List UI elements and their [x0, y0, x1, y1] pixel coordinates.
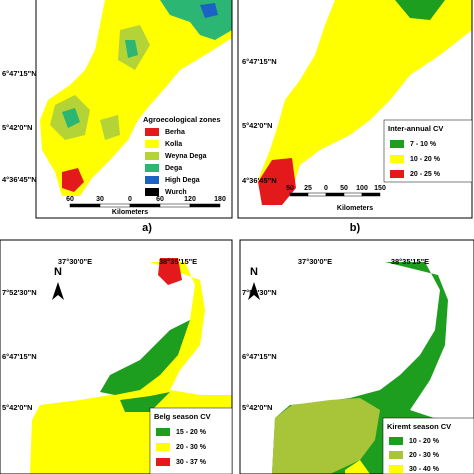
legend-label: 20 - 30 %	[409, 452, 440, 459]
legend-swatch	[390, 155, 404, 163]
scale-label: 50	[286, 185, 294, 192]
legend-label: Berha	[165, 129, 185, 136]
lat-label: 4°36'45"N	[242, 176, 277, 185]
scale-bar	[159, 203, 191, 208]
lon-label: 38°35'15"E	[391, 257, 429, 266]
north-arrow	[248, 282, 260, 300]
lat-label: 5°42'0"N	[242, 121, 272, 130]
lon-label: 38°35'15"E	[159, 257, 197, 266]
scale-label: 180	[214, 196, 226, 203]
scale-label: 50	[340, 185, 348, 192]
lon-label: 37°30'0"E	[298, 257, 332, 266]
lat-label: 4°36'45"N	[2, 175, 37, 184]
map-b	[258, 0, 472, 205]
lat-label: 6°47'15"N	[2, 352, 37, 361]
legend-label: Wurch	[165, 189, 187, 196]
scale-bar	[99, 203, 131, 208]
scale-unit: Kilometers	[112, 209, 148, 216]
legend-title: Belg season CV	[154, 412, 211, 421]
scale-label: 30	[96, 196, 104, 203]
legend-swatch	[389, 465, 403, 473]
legend-label: 30 - 37 %	[176, 459, 207, 466]
map-a	[40, 0, 232, 196]
legend-label: 7 - 10 %	[410, 141, 437, 148]
lat-label: 6°47'15"N	[242, 57, 277, 66]
legend-label: 10 - 20 %	[409, 438, 440, 445]
scale-bar	[307, 192, 327, 197]
legend-title: Agroecological zones	[143, 115, 221, 124]
frame	[35, 0, 233, 219]
scale-label: 120	[184, 196, 196, 203]
caption: a)	[142, 222, 152, 234]
scale-label: 0	[128, 196, 132, 203]
legend-swatch	[389, 437, 403, 445]
frame	[237, 0, 473, 219]
legend-swatch	[145, 188, 159, 196]
north-label: N	[250, 266, 258, 278]
legend-swatch	[156, 428, 170, 436]
legend-label: 15 - 20 %	[176, 429, 207, 436]
legend-swatch	[390, 170, 404, 178]
legend-swatch	[145, 140, 159, 148]
scale-bar	[325, 192, 345, 197]
legend-swatch	[145, 128, 159, 136]
legend-box	[149, 407, 233, 474]
scale-label: 60	[156, 196, 164, 203]
scale-label: 25	[304, 185, 312, 192]
caption: b)	[350, 222, 361, 234]
legend-label: Dega	[165, 165, 182, 172]
scale-label: 100	[356, 185, 368, 192]
legend-label: Weyna Dega	[165, 153, 207, 160]
legend-label: Kolla	[165, 141, 182, 148]
lat-label: 6°47'15"N	[242, 352, 277, 361]
frame	[0, 239, 233, 474]
legend-swatch	[145, 164, 159, 172]
legend-swatch	[145, 152, 159, 160]
lat-label: 6°47'15"N	[2, 69, 37, 78]
frame	[239, 239, 474, 474]
scale-label: 0	[324, 185, 328, 192]
scale-bar	[129, 203, 161, 208]
legend-swatch	[156, 458, 170, 466]
legend-label: 20 - 25 %	[410, 171, 441, 178]
lat-label: 5°42'0"N	[2, 123, 32, 132]
north-label: N	[54, 266, 62, 278]
legend-label: 10 - 20 %	[410, 156, 441, 163]
legend-title: Inter-annual CV	[388, 124, 443, 133]
scale-bar	[69, 203, 101, 208]
legend-label: 20 - 30 %	[176, 444, 207, 451]
north-arrow	[52, 282, 64, 300]
scale-unit: Kilometers	[337, 205, 373, 212]
legend-title: Kiremt season CV	[387, 422, 451, 431]
lat-label: 5°42'0"N	[2, 403, 32, 412]
lat-label: 5°42'0"N	[242, 403, 272, 412]
scale-bar	[343, 192, 363, 197]
scale-bar	[189, 203, 221, 208]
lon-label: 37°30'0"E	[58, 257, 92, 266]
legend-swatch	[145, 176, 159, 184]
scale-bar	[289, 192, 309, 197]
legend-label: 30 - 40 %	[409, 466, 440, 473]
legend-label: High Dega	[165, 177, 200, 184]
legend-swatch	[156, 443, 170, 451]
lat-label: 7°52'30"N	[242, 288, 277, 297]
lat-label: 7°52'30"N	[2, 288, 37, 297]
scale-bar	[361, 192, 381, 197]
legend-box	[382, 417, 474, 474]
legend-swatch	[389, 451, 403, 459]
legend-swatch	[390, 140, 404, 148]
scale-label: 60	[66, 196, 74, 203]
scale-label: 150	[374, 185, 386, 192]
